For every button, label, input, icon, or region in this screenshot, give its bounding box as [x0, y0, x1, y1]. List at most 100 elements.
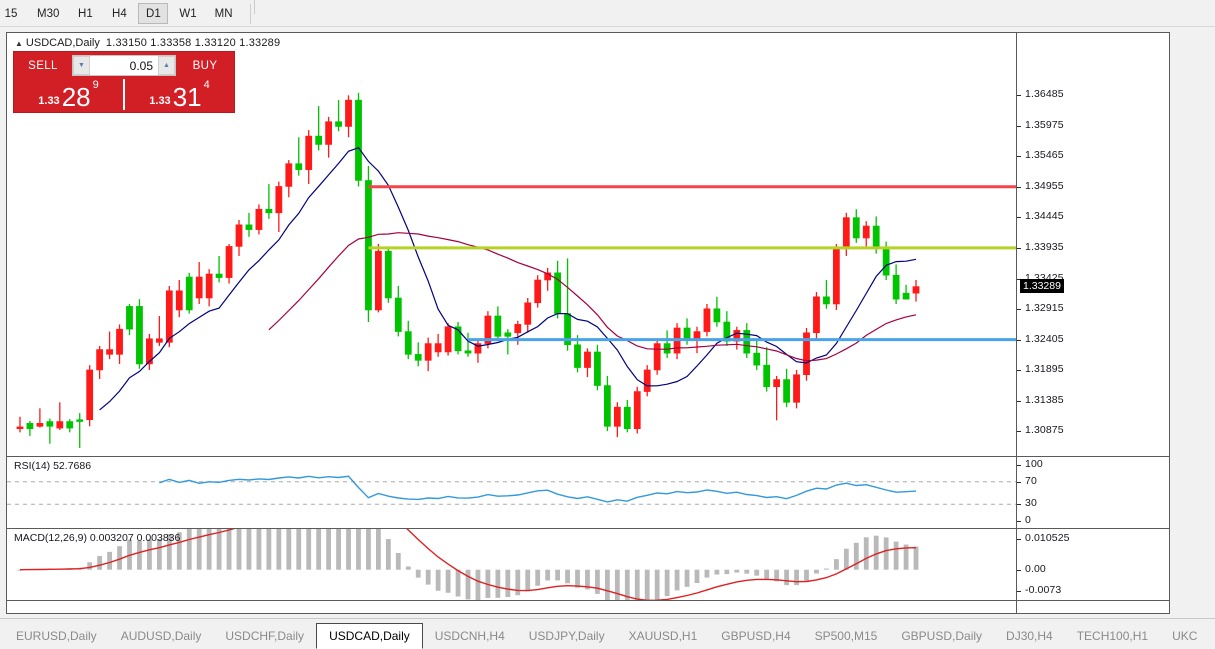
chart-symbol-label: USDCAD,Daily — [25, 37, 100, 49]
timeframe-button-h4[interactable]: H4 — [112, 8, 127, 20]
trade-panel-header: SELL ▼ 0.05 ▲ BUY — [14, 52, 234, 77]
macd-axis-scale: 0.010525 0.00 -0.0073 — [1016, 529, 1169, 600]
price-pane[interactable]: 1.36485 1.35975 1.35465 1.34955 1.34445 1.339… — [7, 33, 1169, 457]
toolbar-separator — [254, 0, 255, 14]
rsi-axis-scale: 100 70 30 0 — [1016, 457, 1169, 528]
rsi-chart — [7, 475, 1016, 505]
rsi-tick-mark — [1017, 481, 1021, 483]
rsi-tick-label: 70 — [1025, 474, 1037, 487]
one-click-trading-panel[interactable]: SELL ▼ 0.05 ▲ BUY 1.33 28 9 1.33 31 4 — [13, 51, 235, 113]
chart-tab-bar[interactable]: EURUSD,Daily AUDUSD,Daily USDCHF,Daily USDC… — [0, 618, 1215, 649]
volume-decrease-icon[interactable]: ▼ — [73, 56, 90, 75]
rsi-tick-mark — [1017, 465, 1021, 466]
rsi-pane[interactable]: 100 70 30 0 RSI(14) 52.7686 — [7, 457, 1169, 529]
chart-tab-audusd-daily[interactable]: AUDUSD,Daily — [120, 629, 202, 643]
chart-tab-usdchf-daily[interactable]: USDCHF,Daily — [225, 629, 305, 643]
trade-panel-divider — [123, 79, 125, 110]
price-tick-mark — [1017, 431, 1021, 433]
price-tick-mark — [1017, 125, 1021, 127]
price-tick-mark — [1017, 400, 1021, 402]
price-plot-area[interactable] — [7, 33, 1016, 456]
buy-price-prefix: 1.33 — [149, 95, 171, 107]
sell-price-fraction: 9 — [92, 79, 99, 91]
price-tick-label: 1.32915 — [1025, 302, 1064, 315]
price-tick-label: 1.36485 — [1025, 88, 1064, 100]
rsi-tick-label: 100 — [1025, 458, 1043, 470]
tab-scroll-controls[interactable]: ◀▶ — [1211, 634, 1215, 645]
price-tick-label: 1.34955 — [1025, 179, 1064, 192]
timeframe-button-w1[interactable]: W1 — [179, 8, 197, 20]
macd-label: MACD(12,26,9) 0.003207 0.003836 — [14, 532, 181, 544]
chart-tab-dj30-h4[interactable]: DJ30,H4 — [1006, 629, 1053, 643]
chart-tab-gbpusd-h4[interactable]: GBPUSD,H4 — [721, 629, 791, 643]
timeframe-button-h1[interactable]: H1 — [78, 8, 93, 20]
date-axis-pane: 2 Nov 201812 Nov 201821 Nov 201830 Nov 2… — [7, 601, 1169, 613]
toolbar-separator-right — [249, 3, 251, 24]
tab-scroll-left-icon[interactable]: ◀ — [1211, 634, 1215, 645]
price-tick-mark — [1017, 370, 1021, 372]
macd-tick-label: -0.0073 — [1025, 584, 1062, 596]
price-axis-scale[interactable]: 1.36485 1.35975 1.35465 1.34955 1.34445 1.339… — [1016, 33, 1169, 456]
timeframe-button-m30[interactable]: M30 — [37, 8, 60, 20]
price-tick-label: 1.35975 — [1025, 118, 1064, 131]
price-tick-mark — [1017, 339, 1021, 341]
rsi-tick-mark — [1017, 521, 1021, 522]
price-tick-label: 1.30875 — [1025, 424, 1064, 437]
price-tick-mark — [1017, 217, 1021, 219]
price-tick-label: 1.33935 — [1025, 240, 1064, 253]
price-tick-mark — [1017, 156, 1021, 158]
macd-tick-mark — [1017, 591, 1021, 592]
buy-button[interactable]: 1.33 31 4 — [125, 77, 234, 112]
volume-stepper[interactable]: ▼ 0.05 ▲ — [72, 55, 176, 76]
buy-label[interactable]: BUY — [192, 59, 218, 72]
chart-tab-xauusd-h1[interactable]: XAUUSD,H1 — [628, 629, 698, 643]
date-axis-corner — [1016, 601, 1169, 613]
chart-tab-tech100-h1[interactable]: TECH100,H1 — [1076, 629, 1149, 643]
chart-ohlc-quotes: 1.33150 1.33358 1.33120 1.33289 — [105, 37, 281, 49]
candlestick-chart — [16, 92, 1016, 448]
sell-price-big: 28 — [61, 82, 91, 112]
price-tick-label: 1.31895 — [1025, 363, 1064, 376]
chart-tab-gbpusd-daily[interactable]: GBPUSD,Daily — [901, 629, 983, 643]
timeframe-button-mn[interactable]: MN — [214, 8, 233, 20]
timeframe-button-d1[interactable]: D1 — [138, 3, 169, 24]
chart-tab-ukc[interactable]: UKC — [1172, 629, 1198, 643]
macd-tick-label: 0.00 — [1025, 562, 1046, 575]
chart-collapse-icon[interactable]: ▲ — [15, 39, 23, 48]
sell-button[interactable]: 1.33 28 9 — [14, 77, 123, 112]
rsi-tick-mark — [1017, 504, 1021, 506]
chart-tab-usdjpy-daily[interactable]: USDJPY,Daily — [528, 629, 605, 643]
timeframe-toolbar: 15 M30 H1 H4 D1 W1 MN — [0, 0, 1215, 27]
chart-tab-usdcad-daily[interactable]: USDCAD,Daily — [316, 623, 423, 649]
buy-price-fraction: 4 — [203, 79, 210, 91]
volume-increase-icon[interactable]: ▲ — [158, 56, 175, 75]
price-tick-label: 1.31385 — [1025, 393, 1064, 406]
macd-plot-area[interactable] — [7, 529, 1016, 600]
macd-tick-label: 0.010525 — [1025, 532, 1070, 544]
timeframe-button-group: 15 M30 H1 H4 D1 W1 MN — [0, 2, 257, 25]
rsi-plot-area[interactable] — [7, 457, 1016, 528]
sell-label[interactable]: SELL — [28, 59, 58, 72]
price-tick-label: 1.35465 — [1025, 149, 1064, 162]
volume-input[interactable]: 0.05 — [129, 58, 153, 73]
price-tick-mark — [1017, 95, 1021, 96]
price-tick-mark — [1017, 186, 1021, 188]
buy-price-big: 31 — [172, 82, 202, 112]
price-tick-mark — [1017, 309, 1021, 311]
chart-frame: 1.36485 1.35975 1.35465 1.34955 1.34445 1.339… — [6, 32, 1170, 614]
chart-tab-eurusd-daily[interactable]: EURUSD,Daily — [16, 629, 97, 643]
macd-tick-mark — [1017, 539, 1021, 540]
price-tick-mark — [1017, 247, 1021, 249]
chart-tab-sp500-m15[interactable]: SP500,M15 — [814, 629, 878, 643]
macd-tick-mark — [1017, 569, 1021, 571]
rsi-tick-label: 0 — [1025, 514, 1031, 526]
trade-panel-prices: 1.33 28 9 1.33 31 4 — [14, 77, 234, 112]
macd-pane[interactable]: 0.010525 0.00 -0.0073 MACD(12,26,9) 0.0032… — [7, 529, 1169, 601]
chart-tab-usdcnh-h4[interactable]: USDCNH,H4 — [434, 629, 505, 643]
price-tick-mark — [1017, 278, 1021, 280]
timeframe-button-15[interactable]: 15 — [4, 8, 18, 20]
current-price-badge: 1.33289 — [1020, 278, 1064, 293]
rsi-label: RSI(14) 52.7686 — [14, 460, 92, 472]
macd-chart — [17, 529, 919, 600]
